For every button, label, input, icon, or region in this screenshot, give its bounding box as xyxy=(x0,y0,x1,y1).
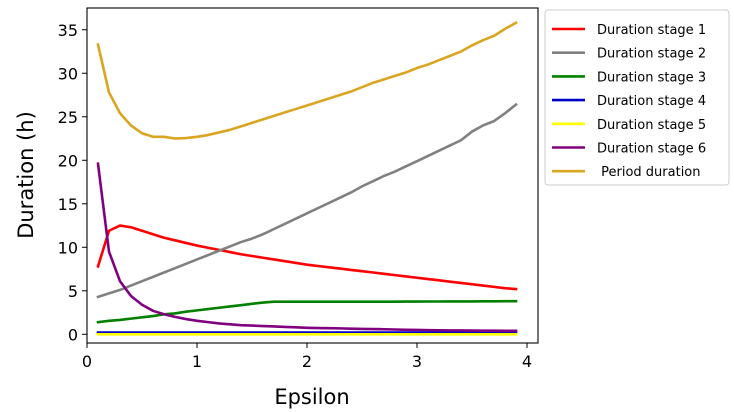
y-tick-label: 35 xyxy=(58,21,78,40)
x-tick-label: 4 xyxy=(522,352,532,371)
legend: Duration stage 1 Duration stage 2 Duration… xyxy=(544,9,730,186)
legend-label-7: Period duration xyxy=(597,165,701,180)
series-layer xyxy=(96,21,518,336)
y-tick-label: 5 xyxy=(68,282,78,301)
y-tick-label: 30 xyxy=(58,64,78,83)
x-tick-label: 0 xyxy=(82,352,92,371)
y-tick-label: 10 xyxy=(58,238,78,257)
series-line-1 xyxy=(96,224,518,291)
legend-label-5: Duration stage 5 xyxy=(597,118,706,133)
x-axis-label: Epsilon xyxy=(274,385,349,409)
y-axis-label: Duration (h) xyxy=(14,111,38,239)
series-line-3 xyxy=(96,299,518,324)
legend-label-2: Duration stage 2 xyxy=(597,47,706,62)
y-axis-ticks: 0 5 10 15 20 25 30 35 xyxy=(58,21,87,344)
y-tick-label: 25 xyxy=(58,108,78,127)
series-line-2 xyxy=(96,102,518,299)
series-line-7 xyxy=(96,21,518,140)
y-tick-label: 20 xyxy=(58,151,78,170)
plot-area-frame xyxy=(86,7,539,344)
legend-label-3: Duration stage 3 xyxy=(597,70,706,85)
legend-label-4: Duration stage 4 xyxy=(597,94,706,109)
x-tick-label: 3 xyxy=(412,352,422,371)
legend-label-1: Duration stage 1 xyxy=(597,23,706,38)
x-axis-ticks: 0 1 2 3 4 xyxy=(82,343,532,371)
x-tick-label: 2 xyxy=(302,352,312,371)
series-line-6 xyxy=(96,162,518,333)
legend-frame xyxy=(544,9,730,186)
legend-label-6: Duration stage 6 xyxy=(597,142,706,157)
y-tick-label: 15 xyxy=(58,195,78,214)
x-tick-label: 1 xyxy=(192,352,202,371)
legend-items: Duration stage 1 Duration stage 2 Duration… xyxy=(552,23,706,180)
y-tick-label: 0 xyxy=(68,325,78,344)
